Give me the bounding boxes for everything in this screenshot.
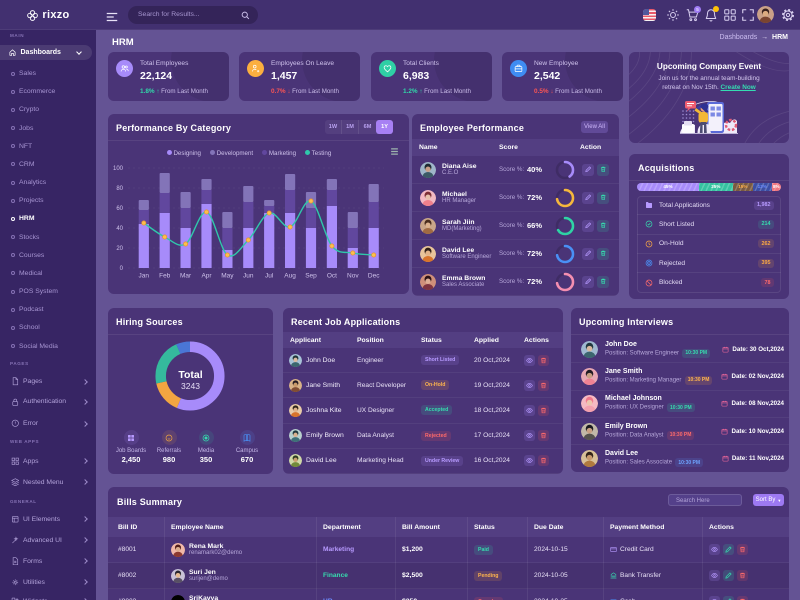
svg-text:Sep: Sep: [305, 273, 317, 280]
svg-text:0: 0: [120, 266, 124, 272]
svg-text:Jan: Jan: [139, 273, 150, 280]
svg-text:Nov: Nov: [347, 273, 359, 280]
svg-text:100: 100: [113, 166, 124, 172]
svg-text:May: May: [221, 273, 234, 280]
svg-text:Dec: Dec: [368, 273, 380, 280]
svg-text:Mar: Mar: [180, 273, 192, 280]
svg-text:40: 40: [116, 226, 123, 232]
svg-text:Feb: Feb: [159, 273, 171, 280]
svg-text:20: 20: [116, 246, 123, 252]
svg-text:60: 60: [116, 206, 123, 212]
svg-text:Jul: Jul: [265, 273, 274, 280]
svg-text:Oct: Oct: [327, 273, 337, 280]
svg-text:Apr: Apr: [201, 273, 212, 280]
svg-text:Jun: Jun: [243, 273, 254, 280]
svg-text:80: 80: [116, 186, 123, 192]
svg-text:Aug: Aug: [284, 273, 296, 280]
